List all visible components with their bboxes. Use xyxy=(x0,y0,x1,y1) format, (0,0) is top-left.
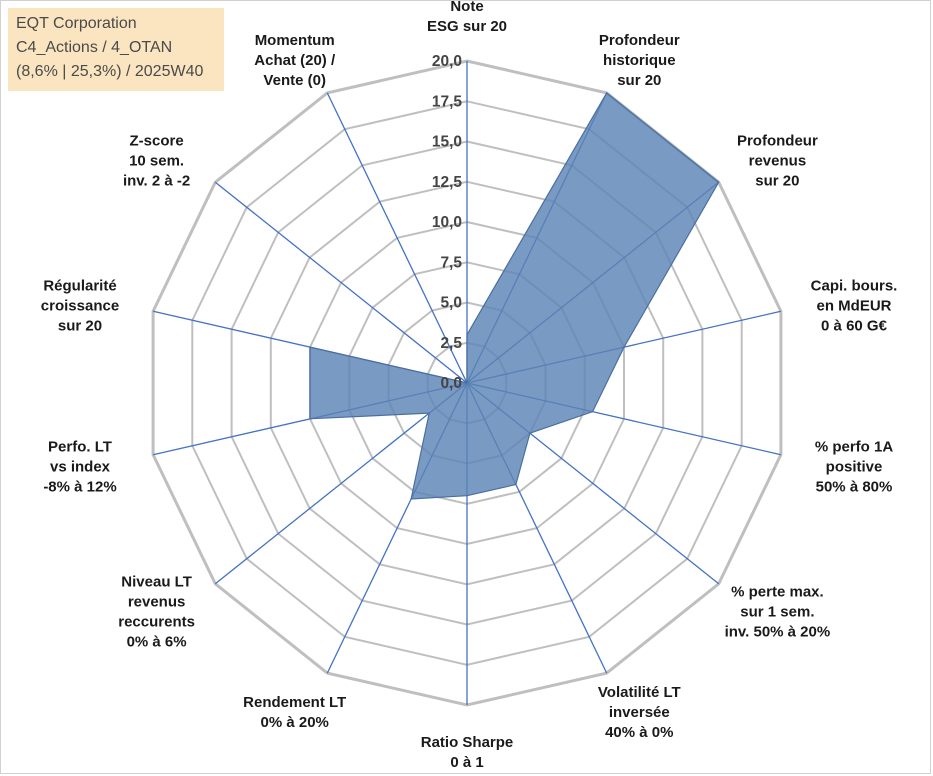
category-label-2: Profondeur revenus sur 20 xyxy=(737,132,818,189)
category-label-line: Note xyxy=(450,0,483,15)
category-label-line: % perfo 1A xyxy=(815,439,894,456)
category-label-line: revenus xyxy=(749,152,807,169)
category-label-line: en MdEUR xyxy=(817,297,892,314)
category-label-line: 40% à 0% xyxy=(605,724,673,741)
return-stats-week: (8,6% | 25,3%) / 2025W40 xyxy=(16,63,204,80)
category-label-10: Perfo. LT vs index -8% à 12% xyxy=(43,439,116,496)
category-label-line: -8% à 12% xyxy=(43,479,116,496)
category-label-line: Rendement LT xyxy=(243,694,346,711)
axis-spoke-12 xyxy=(214,181,468,384)
category-label-line: sur 20 xyxy=(755,172,799,189)
category-label-line: Profondeur xyxy=(737,132,818,149)
category-label-line: historique xyxy=(603,52,676,69)
category-label-line: Régularité xyxy=(43,277,116,294)
category-label-line: revenus xyxy=(128,594,186,611)
category-label-line: inv. 2 à -2 xyxy=(123,172,190,189)
category-label-11: Régularité croissance sur 20 xyxy=(41,277,119,334)
category-label-line: 10 sem. xyxy=(129,152,184,169)
category-label-line: 0 à 1 xyxy=(450,754,483,771)
category-label-13: Momentum Achat (20) / Vente (0) xyxy=(254,32,336,89)
category-label-line: ESG sur 20 xyxy=(427,18,507,35)
tick-label: 12,5 xyxy=(432,174,463,191)
category-label-line: Volatilité LT xyxy=(598,684,681,701)
category-label-line: Achat (20) / xyxy=(254,52,336,69)
portfolio-category: C4_Actions / 4_OTAN xyxy=(16,39,173,56)
category-label-line: Niveau LT xyxy=(121,574,192,591)
tick-label: 5,0 xyxy=(440,295,462,312)
category-label-line: Perfo. LT xyxy=(48,439,112,456)
category-label-line: Profondeur xyxy=(599,32,680,49)
company-name: EQT Corporation xyxy=(16,15,137,32)
category-label-line: inversée xyxy=(609,704,670,721)
category-label-line: vs index xyxy=(50,459,111,476)
category-label-line: inv. 50% à 20% xyxy=(725,624,831,641)
category-label-line: sur 20 xyxy=(58,317,102,334)
category-label-line: reccurents xyxy=(118,614,195,631)
tick-label: 17,5 xyxy=(432,93,463,110)
category-label-line: Capi. bours. xyxy=(811,277,898,294)
category-label-line: sur 20 xyxy=(617,72,661,89)
category-label-5: % perte max. sur 1 sem. inv. 50% à 20% xyxy=(725,584,831,641)
category-label-3: Capi. bours. en MdEUR 0 à 60 G€ xyxy=(811,277,898,334)
category-label-line: Z-score xyxy=(130,132,184,149)
category-label-4: % perfo 1A positive 50% à 80% xyxy=(815,439,894,496)
category-label-line: % perte max. xyxy=(731,584,824,601)
category-label-8: Rendement LT 0% à 20% xyxy=(243,694,346,731)
category-label-line: sur 1 sem. xyxy=(740,604,814,621)
category-label-line: 0% à 20% xyxy=(261,714,329,731)
tick-label: 0,0 xyxy=(440,375,462,392)
axis-spoke-13 xyxy=(326,92,468,384)
chart-header-box: EQT Corporation C4_Actions / 4_OTAN (8,6… xyxy=(8,8,224,91)
category-label-line: Momentum xyxy=(255,32,335,49)
tick-label: 10,0 xyxy=(432,214,462,231)
axis-spoke-9 xyxy=(214,382,468,585)
category-label-6: Volatilité LT inversée 40% à 0% xyxy=(598,684,681,741)
category-label-line: 50% à 80% xyxy=(816,479,893,496)
category-label-7: Ratio Sharpe 0 à 1 xyxy=(421,734,514,771)
category-label-line: 0 à 60 G€ xyxy=(821,317,888,334)
category-label-9: Niveau LT revenus reccurents 0% à 6% xyxy=(118,574,195,651)
tick-label: 2,5 xyxy=(440,335,462,352)
category-label-line: positive xyxy=(826,459,883,476)
tick-label: 15,0 xyxy=(432,134,462,151)
category-label-line: Ratio Sharpe xyxy=(421,734,514,751)
category-label-1: Profondeur historique sur 20 xyxy=(599,32,680,89)
category-label-line: Vente (0) xyxy=(263,72,326,89)
category-label-line: croissance xyxy=(41,297,119,314)
tick-label: 20,0 xyxy=(432,53,462,70)
category-label-12: Z-score 10 sem. inv. 2 à -2 xyxy=(123,132,190,189)
category-label-0: Note ESG sur 20 xyxy=(427,0,507,35)
series-area-0 xyxy=(309,91,720,500)
category-label-line: 0% à 6% xyxy=(127,634,187,651)
tick-label: 7,5 xyxy=(440,254,462,271)
